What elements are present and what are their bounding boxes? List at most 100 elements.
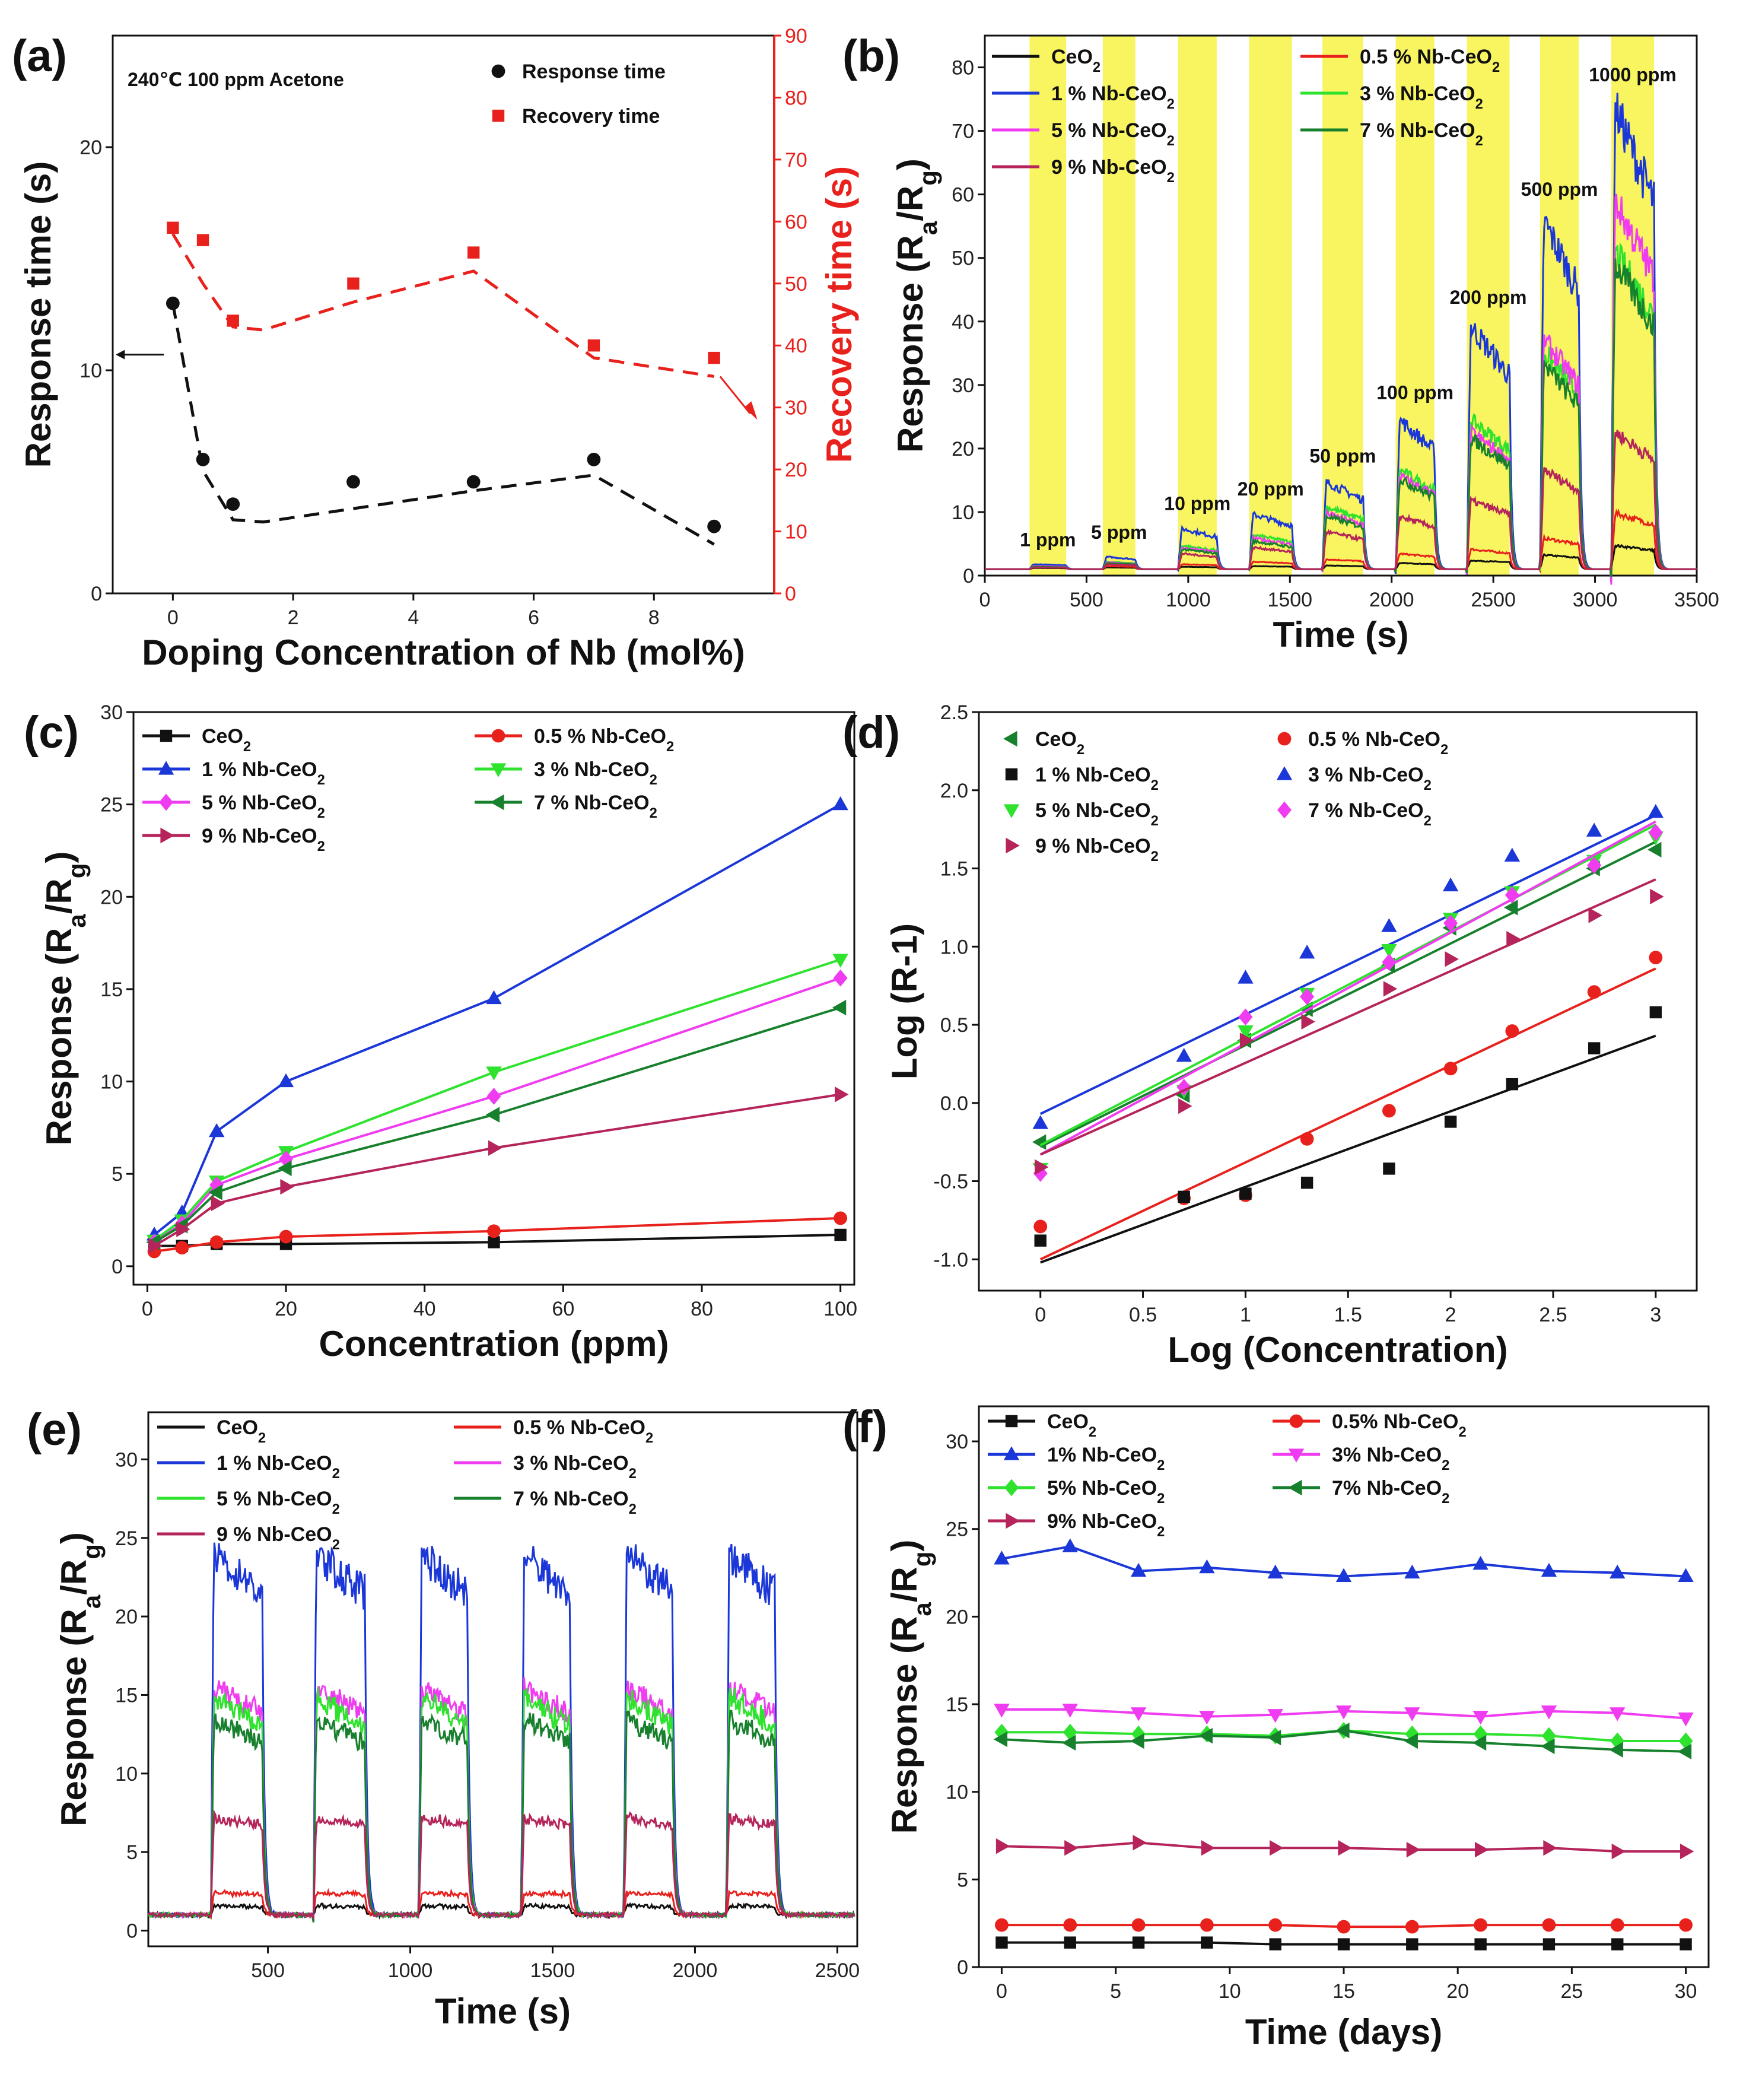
legend-entry: CeO2: [1051, 46, 1100, 75]
marker-triangle-left: [1609, 1742, 1623, 1758]
marker-triangle-down: [1541, 1705, 1557, 1720]
y-tick-label: 10: [115, 1763, 138, 1786]
marker-triangle-up: [1299, 945, 1315, 959]
trend-line: [171, 233, 715, 378]
marker-triangle-up: [1541, 1562, 1557, 1577]
x-tick-label: 1500: [530, 1959, 575, 1982]
panel-b: (b) 0 500 1000 1500 2000 2500 3000 3500 0 10 20 30 40…: [842, 31, 1719, 655]
marker-square: [1588, 1042, 1601, 1054]
marker-triangle-down: [1267, 1709, 1283, 1723]
marker-triangle-left: [1267, 1729, 1281, 1746]
y-tick-label: 30: [100, 701, 123, 724]
marker-triangle-up: [1176, 1047, 1192, 1062]
y-tick-label: 0: [963, 565, 974, 587]
x-tick-label: 1.5: [1334, 1304, 1362, 1326]
series-line: [154, 1006, 841, 1244]
marker-circle: [1268, 1918, 1283, 1932]
marker-triangle-up: [158, 761, 174, 775]
marker-square: [467, 246, 480, 259]
panel-label: (d): [842, 707, 900, 758]
marker-triangle-left: [1032, 1134, 1047, 1150]
marker-circle: [834, 1211, 848, 1225]
x-axis-title: Time (days): [1245, 2012, 1442, 2052]
y-right-tick-label: 50: [785, 273, 807, 296]
panel-e: (e) 500 1000 1500 2000 2500 0 5 10 15 20 25 30 Time (…: [27, 1405, 860, 2031]
x-tick-label: 0.5: [1129, 1304, 1157, 1326]
x-tick-label: 500: [251, 1959, 285, 1982]
marker-triangle-up: [1003, 1446, 1020, 1460]
marker-triangle-right: [1270, 1840, 1284, 1856]
marker-square: [227, 314, 239, 327]
response-curve: [985, 430, 1697, 571]
marker-diamond: [1382, 954, 1397, 971]
marker-triangle-up: [1678, 1568, 1694, 1583]
condition-note: 240℃ 100 ppm Acetone: [128, 69, 344, 90]
y-tick-label: 0.5: [940, 1014, 968, 1037]
y-tick-label: 0: [126, 1920, 138, 1943]
marker-triangle-up: [1442, 877, 1459, 892]
marker-triangle-right: [1680, 1843, 1694, 1860]
marker-triangle-right: [1445, 951, 1459, 967]
marker-circle: [346, 475, 360, 489]
legend-entry: 5 % Nb-CeO2: [217, 1488, 340, 1517]
marker-circle: [279, 1229, 293, 1244]
y-tick-label: 15: [946, 1694, 968, 1716]
legend-entry: 7 % Nb-CeO2: [513, 1488, 637, 1517]
marker-diamond: [159, 793, 173, 811]
marker-triangle-right: [1383, 981, 1398, 997]
marker-circle: [1649, 951, 1663, 965]
plot-frame: [112, 34, 775, 595]
y-tick-label: 40: [952, 311, 974, 333]
marker-triangle-down: [1610, 1707, 1626, 1721]
legend-entry: 1 % Nb-CeO2: [1051, 82, 1175, 112]
marker-triangle-right: [1301, 1014, 1315, 1030]
gas-on-region: [1540, 36, 1579, 576]
legend-entry: 3 % Nb-CeO2: [1308, 764, 1432, 793]
y-tick-label: 0: [957, 1956, 968, 1979]
fit-line: [1040, 1034, 1656, 1264]
y-tick-label: 5: [112, 1163, 123, 1186]
x-tick-label: 1000: [1166, 589, 1211, 611]
y-tick-label: -0.5: [933, 1171, 968, 1193]
marker-square: [167, 221, 179, 234]
marker-triangle-right: [176, 1221, 190, 1237]
x-tick-label: 2500: [815, 1959, 860, 1982]
marker-square: [1034, 1234, 1047, 1247]
gas-on-region: [1178, 36, 1217, 576]
marker-triangle-right: [835, 1086, 849, 1103]
marker-triangle-up: [278, 1073, 294, 1088]
x-tick-label: 8: [648, 606, 660, 629]
marker-triangle-down: [1472, 1711, 1488, 1725]
y-tick-label: 60: [952, 184, 974, 206]
marker-square: [1542, 1938, 1556, 1950]
marker-triangle-right: [1201, 1840, 1216, 1856]
marker-triangle-right: [280, 1178, 294, 1195]
marker-square: [1132, 1936, 1145, 1949]
y-tick-label: 2.0: [940, 780, 968, 802]
marker-triangle-up: [1404, 1564, 1420, 1579]
marker-square: [492, 109, 505, 122]
y-tick-label: 2.5: [940, 701, 968, 724]
concentration-label: 1 ppm: [1020, 529, 1076, 551]
y-tick-label: -1.0: [933, 1248, 968, 1271]
marker-triangle-left: [1647, 841, 1662, 858]
legend-entry: 3 % Nb-CeO2: [513, 1452, 637, 1482]
panel-label: (a): [12, 31, 67, 81]
marker-square: [1005, 1415, 1018, 1428]
marker-triangle-left: [1288, 1479, 1302, 1496]
y-right-tick-label: 0: [785, 583, 796, 605]
marker-diamond: [1505, 886, 1519, 904]
marker-triangle-right: [211, 1195, 225, 1212]
y-tick-label: 20: [115, 1606, 138, 1628]
marker-triangle-left: [1677, 1743, 1692, 1759]
y-right-tick-label: 30: [785, 397, 807, 420]
marker-triangle-right: [1064, 1840, 1079, 1856]
marker-circle: [1200, 1918, 1214, 1932]
x-tick-label: 10: [1219, 1980, 1241, 2003]
marker-triangle-right: [1611, 1843, 1626, 1860]
marker-triangle-down: [486, 1066, 502, 1081]
legend-entry: 1 % Nb-CeO2: [1035, 764, 1159, 793]
legend-entry: 1 % Nb-CeO2: [202, 758, 325, 788]
x-tick-label: 60: [552, 1298, 574, 1320]
marker-diamond: [1033, 1164, 1048, 1182]
